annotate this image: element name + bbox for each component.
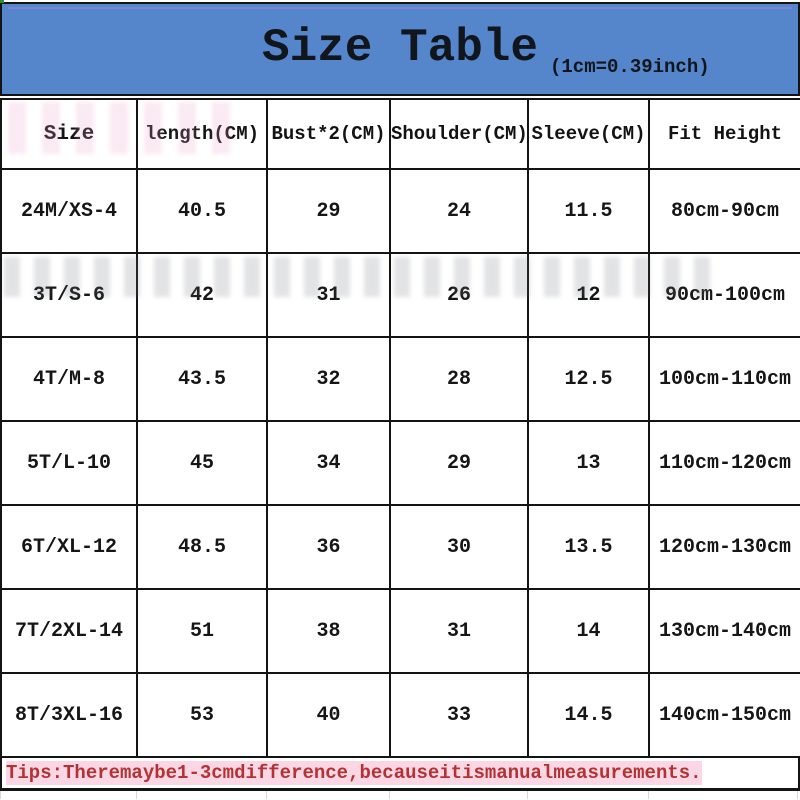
fit-height-cell: 100cm-110cm <box>648 336 800 422</box>
table-row: 5T/L-10 45 34 29 13 110cm-120cm <box>0 420 800 506</box>
sleeve-cell: 13 <box>527 420 650 506</box>
column-header-sleeve: Sleeve(CM) <box>527 98 650 170</box>
shoulder-cell: 26 <box>389 252 529 338</box>
bust-cell: 38 <box>266 588 391 674</box>
bust-cell: 32 <box>266 336 391 422</box>
sleeve-cell: 14 <box>527 588 650 674</box>
column-header-bust: Bust*2(CM) <box>266 98 391 170</box>
shoulder-cell: 24 <box>389 168 529 254</box>
column-header-length: length(CM) <box>136 98 268 170</box>
column-header-shoulder: Shoulder(CM) <box>389 98 529 170</box>
shoulder-cell: 28 <box>389 336 529 422</box>
sleeve-cell: 11.5 <box>527 168 650 254</box>
page-title: Size Table <box>261 22 539 74</box>
bottom-strip <box>0 791 800 800</box>
size-cell: 8T/3XL-16 <box>0 672 138 758</box>
fit-height-cell: 80cm-90cm <box>648 168 800 254</box>
size-cell: 6T/XL-12 <box>0 504 138 590</box>
tips-note: Tips:There maybe 1-3cm difference,becaus… <box>0 758 800 791</box>
table-row: 24M/XS-4 40.5 29 24 11.5 80cm-90cm <box>0 168 800 254</box>
table-row: 4T/M-8 43.5 32 28 12.5 100cm-110cm <box>0 336 800 422</box>
table-row: 3T/S-6 42 31 26 12 90cm-100cm <box>0 252 800 338</box>
column-header-size: Size <box>0 98 138 170</box>
bust-cell: 34 <box>266 420 391 506</box>
size-cell: 3T/S-6 <box>0 252 138 338</box>
compression-artifact <box>0 0 4 3</box>
length-cell: 43.5 <box>136 336 268 422</box>
size-table-body: 24M/XS-4 40.5 29 24 11.5 80cm-90cm 3T/S-… <box>0 168 800 758</box>
length-cell: 45 <box>136 420 268 506</box>
bust-cell: 36 <box>266 504 391 590</box>
shoulder-cell: 29 <box>389 420 529 506</box>
size-cell: 5T/L-10 <box>0 420 138 506</box>
header-row: Size length(CM) Bust*2(CM) Shoulder(CM) … <box>0 98 800 170</box>
compression-artifact <box>8 7 792 9</box>
sleeve-cell: 14.5 <box>527 672 650 758</box>
fit-height-cell: 110cm-120cm <box>648 420 800 506</box>
fit-height-cell: 120cm-130cm <box>648 504 800 590</box>
table-row: 6T/XL-12 48.5 36 30 13.5 120cm-130cm <box>0 504 800 590</box>
sleeve-cell: 12.5 <box>527 336 650 422</box>
shoulder-cell: 30 <box>389 504 529 590</box>
size-cell: 4T/M-8 <box>0 336 138 422</box>
table-row: 7T/2XL-14 51 38 31 14 130cm-140cm <box>0 588 800 674</box>
length-cell: 53 <box>136 672 268 758</box>
bust-cell: 31 <box>266 252 391 338</box>
sleeve-cell: 13.5 <box>527 504 650 590</box>
size-cell: 7T/2XL-14 <box>0 588 138 674</box>
fit-height-cell: 130cm-140cm <box>648 588 800 674</box>
title-banner: Size Table (1cm=0.39inch) <box>0 2 800 96</box>
length-cell: 42 <box>136 252 268 338</box>
bust-cell: 40 <box>266 672 391 758</box>
size-table: Size length(CM) Bust*2(CM) Shoulder(CM) … <box>0 98 800 758</box>
length-cell: 48.5 <box>136 504 268 590</box>
fit-height-cell: 140cm-150cm <box>648 672 800 758</box>
size-cell: 24M/XS-4 <box>0 168 138 254</box>
shoulder-cell: 31 <box>389 588 529 674</box>
shoulder-cell: 33 <box>389 672 529 758</box>
column-header-fit-height: Fit Height <box>648 98 800 170</box>
unit-conversion-note: (1cm=0.39inch) <box>550 56 710 78</box>
fit-height-cell: 90cm-100cm <box>648 252 800 338</box>
size-table-header: Size length(CM) Bust*2(CM) Shoulder(CM) … <box>0 98 800 170</box>
length-cell: 40.5 <box>136 168 268 254</box>
sleeve-cell: 12 <box>527 252 650 338</box>
length-cell: 51 <box>136 588 268 674</box>
bust-cell: 29 <box>266 168 391 254</box>
table-row: 8T/3XL-16 53 40 33 14.5 140cm-150cm <box>0 672 800 758</box>
